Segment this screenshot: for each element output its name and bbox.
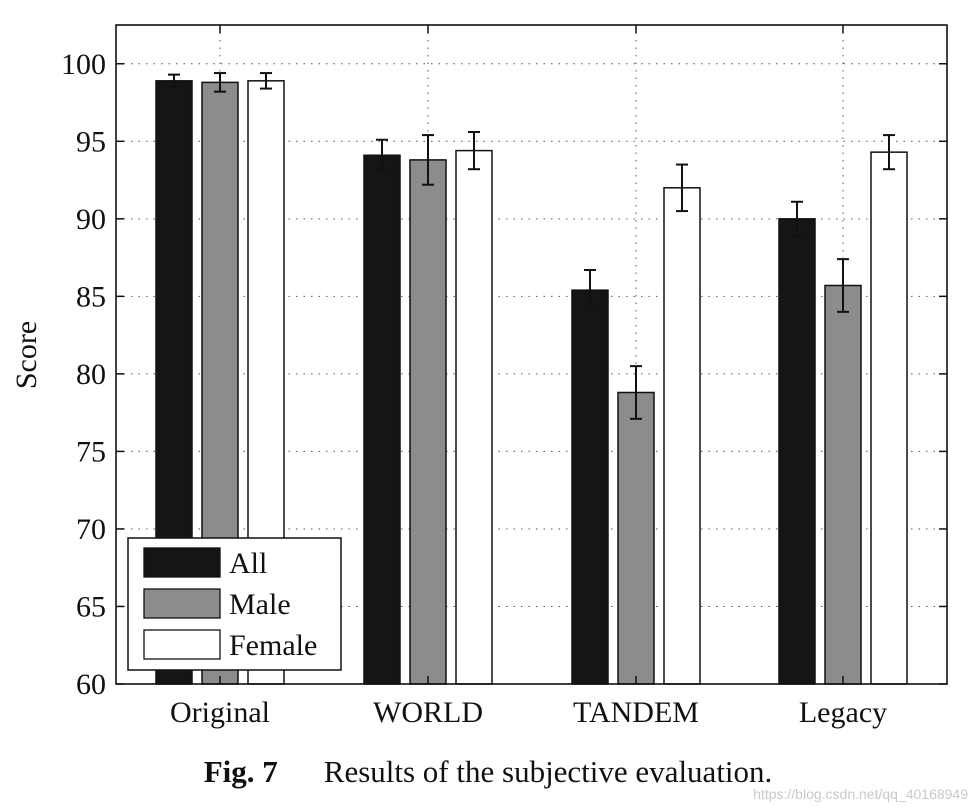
y-tick-label: 80 xyxy=(76,358,106,391)
legend-swatch-male xyxy=(143,588,221,619)
plot-frame xyxy=(115,24,948,685)
bar-female-world xyxy=(455,149,493,685)
y-axis-label: Score xyxy=(10,321,43,389)
y-tick-label: 85 xyxy=(76,280,106,313)
legend-label-male: Male xyxy=(229,588,291,621)
bar-all-legacy xyxy=(778,218,816,685)
bar-female-legacy xyxy=(870,151,908,685)
bar-female-tandem xyxy=(663,187,701,685)
bar-male-legacy xyxy=(824,284,862,685)
legend: All Male Female xyxy=(127,537,342,671)
bar-male-tandem xyxy=(617,391,655,685)
legend-swatch-female xyxy=(143,629,221,660)
legend-swatch-all xyxy=(143,547,221,578)
error-bars xyxy=(168,72,895,420)
x-tick-label-world: WORLD xyxy=(373,696,483,729)
bars xyxy=(155,80,908,685)
y-tick-label: 70 xyxy=(76,513,106,546)
figure-caption-text: Results of the subjective evaluation. xyxy=(323,754,773,789)
bar-all-tandem xyxy=(571,289,609,685)
y-tick-label: 95 xyxy=(76,125,106,158)
x-tick-label-legacy: Legacy xyxy=(799,696,887,729)
y-tick-label: 65 xyxy=(76,590,106,623)
figure-caption: Fig. 7 Results of the subjective evaluati… xyxy=(0,754,976,790)
y-tick-label: 90 xyxy=(76,203,106,236)
y-tick-label: 75 xyxy=(76,435,106,468)
x-tick-label-original: Original xyxy=(170,696,270,729)
legend-label-female: Female xyxy=(229,629,317,662)
bar-all-world xyxy=(363,154,401,685)
figure-label: Fig. 7 xyxy=(203,754,278,789)
bar-male-world xyxy=(409,159,447,685)
axes: 60 65 70 75 80 85 90 95 100 Original WORLD TANDEM Le… xyxy=(10,24,948,729)
y-tick-label: 100 xyxy=(61,48,106,81)
legend-label-all: All xyxy=(229,547,267,580)
watermark: https://blog.csdn.net/qq_40168949 xyxy=(753,786,968,802)
y-tick-label: 60 xyxy=(76,668,106,701)
x-tick-label-tandem: TANDEM xyxy=(573,696,699,729)
